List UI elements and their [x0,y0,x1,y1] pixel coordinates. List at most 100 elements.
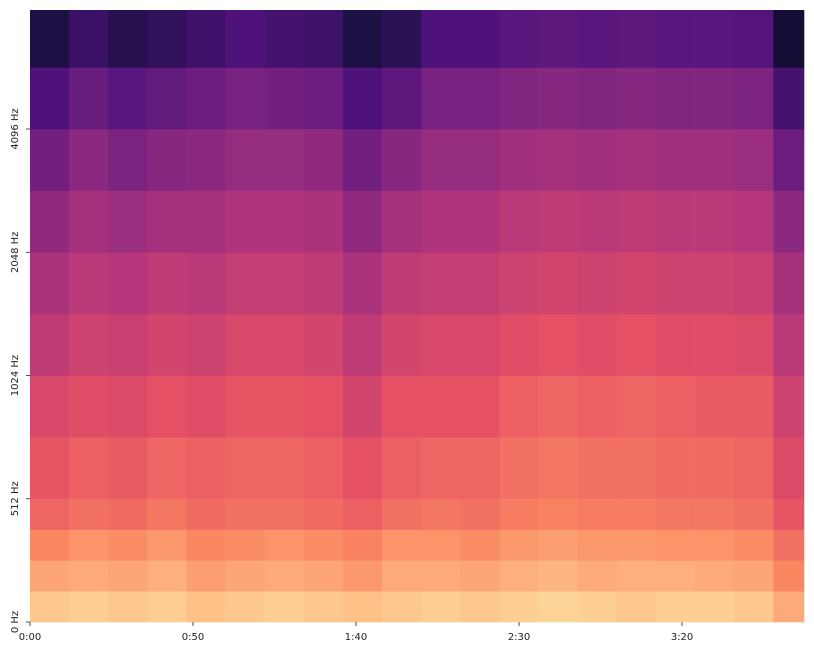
spectrogram-cell [773,252,805,315]
spectrogram-cell [342,529,383,561]
spectrogram-cell [30,560,70,592]
spectrogram-cell [773,67,805,130]
spectrogram-cell [734,560,774,592]
spectrogram-cell [421,190,461,253]
spectrogram-cell [655,10,696,68]
spectrogram-cell [30,10,70,68]
spectrogram-cell [342,252,383,315]
spectrogram-cell [695,375,735,438]
spectrogram-cell [695,529,735,561]
spectrogram-cell [186,313,226,376]
spectrogram-cell [186,560,226,592]
spectrogram-cell [264,129,305,191]
spectrogram-cell [303,375,344,438]
spectrogram-cell [382,67,422,130]
y-tick-label: 4096 Hz [10,108,21,149]
spectrogram-cell [734,10,774,68]
spectrogram-cell [108,591,148,623]
spectrogram-cell [303,190,344,253]
spectrogram-cell [655,313,696,376]
spectrogram-cell [186,190,226,253]
spectrogram-cell [734,437,774,500]
spectrogram-cell [186,529,226,561]
spectrogram-cell [342,560,383,592]
spectrogram-cell [734,313,774,376]
spectrogram-cell [773,591,805,623]
spectrogram-cell [577,529,618,561]
spectrogram-cell [616,375,657,438]
spectrogram-cell [616,498,657,530]
spectrogram-cell [695,437,735,500]
spectrogram-cell [773,560,805,592]
spectrogram-cell [616,529,657,561]
spectrogram-cell [499,498,539,530]
spectrogram-cell [460,591,500,623]
spectrogram-cell [147,498,187,530]
spectrogram-cell [342,591,383,623]
spectrogram-cell [499,591,539,623]
spectrogram-cell [655,190,696,253]
spectrogram-cell [421,529,461,561]
spectrogram-cell [655,67,696,130]
spectrogram-cell [734,67,774,130]
spectrogram-cell [69,129,109,191]
spectrogram-cell [264,313,305,376]
spectrogram-cell [695,10,735,68]
spectrogram-cell [303,437,344,500]
spectrogram-cell [577,252,618,315]
spectrogram-cell [695,190,735,253]
spectrogram-cell [69,67,109,130]
spectrogram-cell [264,529,305,561]
spectrogram-cell [264,437,305,500]
spectrogram-cell [264,190,305,253]
spectrogram-cell [773,313,805,376]
spectrogram-cell [538,10,579,68]
spectrogram-cell [303,313,344,376]
spectrogram-cell [108,498,148,530]
spectrogram-cell [538,252,579,315]
spectrogram-cell [655,529,696,561]
spectrogram-cell [186,252,226,315]
spectrogram-cell [577,437,618,500]
spectrogram-cell [460,437,500,500]
spectrogram-cell [30,437,70,500]
spectrogram-cell [186,10,226,68]
spectrogram-cell [577,560,618,592]
spectrogram-cell [421,498,461,530]
spectrogram-cell [342,437,383,500]
spectrogram-cell [147,190,187,253]
spectrogram-cell [460,10,500,68]
spectrogram-cell [421,313,461,376]
spectrogram-cell [734,375,774,438]
spectrogram-cell [225,529,266,561]
spectrogram-cell [69,313,109,376]
spectrogram-cell [499,313,539,376]
spectrogram-cell [69,529,109,561]
spectrogram-cell [695,313,735,376]
spectrogram-cell [382,190,422,253]
y-tick-label: 1024 Hz [10,355,21,396]
spectrogram-cell [695,129,735,191]
spectrogram-cell [264,375,305,438]
spectrogram-cell [499,67,539,130]
spectrogram-cell [382,252,422,315]
spectrogram-cell [773,190,805,253]
spectrogram-cell [773,10,805,68]
spectrogram-cell [342,375,383,438]
spectrogram-cell [499,252,539,315]
spectrogram-cell [30,67,70,130]
x-tick-label: 0:50 [182,632,204,643]
spectrogram-cell [616,591,657,623]
spectrogram-cell [108,190,148,253]
cells [30,10,805,623]
spectrogram-cell [264,498,305,530]
spectrogram-cell [421,129,461,191]
spectrogram-cell [773,129,805,191]
spectrogram-cell [695,560,735,592]
spectrogram-cell [186,129,226,191]
spectrogram-cell [186,498,226,530]
spectrogram-cell [108,67,148,130]
spectrogram-cell [147,10,187,68]
spectrogram-cell [303,529,344,561]
